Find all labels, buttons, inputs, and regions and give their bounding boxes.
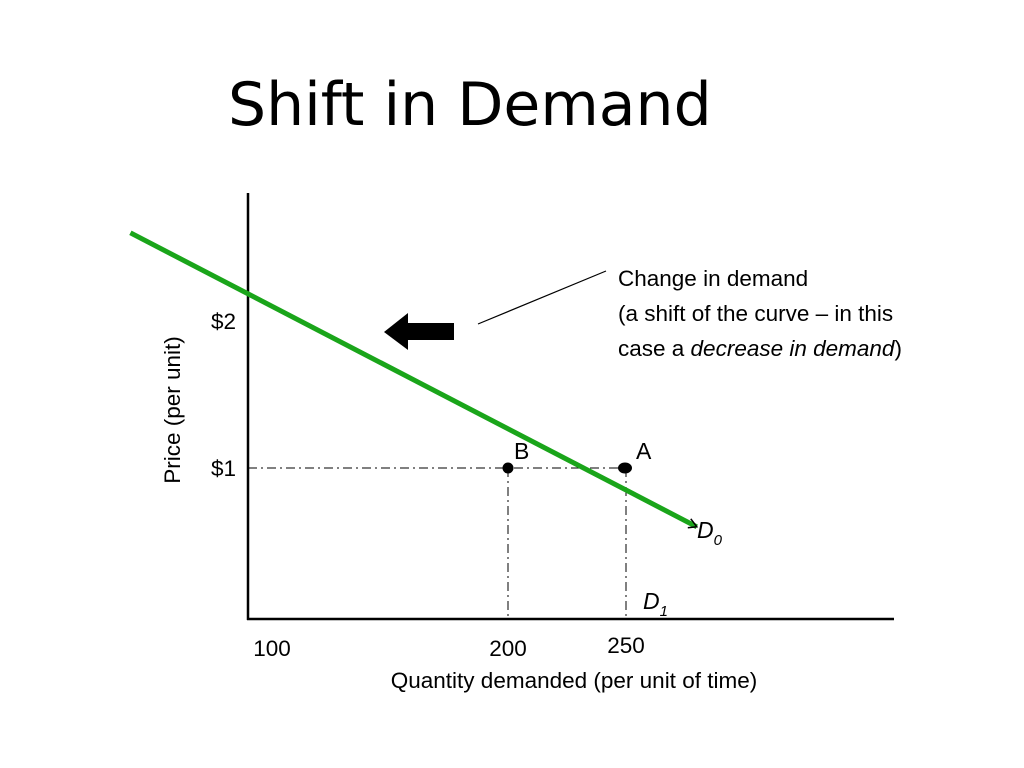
- y-tick-label-usd1: $1: [211, 456, 236, 481]
- x-tick-label-200: 200: [489, 636, 527, 661]
- shift-left-arrow-icon: [384, 313, 454, 350]
- annotation-line-3-italic: decrease in demand: [690, 336, 895, 361]
- point-a: [618, 462, 632, 474]
- demand-curve-d0: [129, 230, 698, 530]
- point-label-a: A: [636, 438, 652, 464]
- curve-end-arrow-icon: [687, 518, 699, 529]
- change-in-demand-annotation: Change in demand (a shift of the curve –…: [618, 261, 902, 366]
- annotation-line-3-prefix: case a: [618, 336, 691, 361]
- point-b: [502, 462, 514, 474]
- chart-axes: [246, 193, 894, 621]
- callout-leader-line: [477, 270, 607, 325]
- annotation-line-3-suffix: ): [894, 336, 902, 361]
- labels-layer: B A 100 200 250 $2 $1 Quantity demanded (per un…: [160, 309, 757, 693]
- annotation-line-1: Change in demand: [618, 266, 809, 291]
- annotation-line-3: case a decrease in demand): [618, 331, 902, 366]
- x-axis-label: Quantity demanded (per unit of time): [391, 668, 757, 693]
- x-tick-label-250: 250: [607, 633, 645, 658]
- slide-title: Shift in Demand: [228, 70, 712, 140]
- curve-label-d1: D1: [643, 588, 668, 620]
- annotation-line-2: (a shift of the curve – in this: [618, 301, 894, 326]
- x-tick-label-100: 100: [253, 636, 291, 661]
- curve-label-subscript-1: 1: [660, 603, 668, 620]
- guide-lines: [248, 467, 627, 619]
- curve-label-d0: D0: [697, 517, 723, 549]
- curve-label-subscript-0: 0: [714, 532, 723, 549]
- series-layer: [129, 230, 699, 530]
- y-tick-label-usd2: $2: [211, 309, 236, 334]
- points-layer: [502, 462, 632, 474]
- point-label-b: B: [514, 438, 529, 464]
- y-axis-label: Price (per unit): [160, 336, 185, 484]
